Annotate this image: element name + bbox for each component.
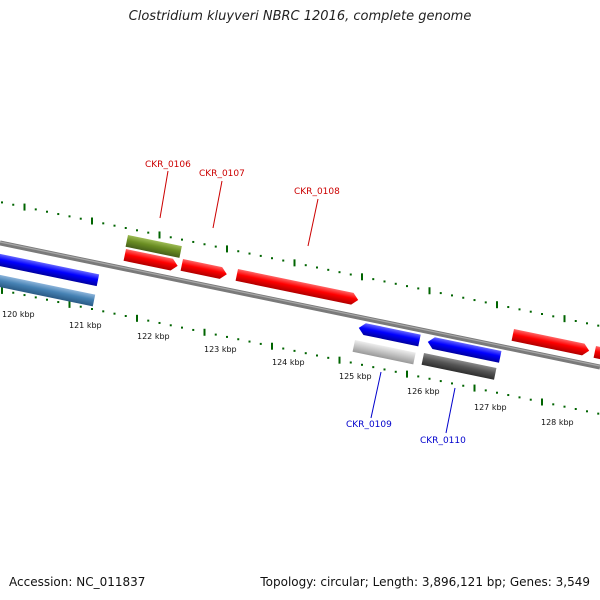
lower-tick-track: [1, 286, 600, 415]
gene-ckr-0110[interactable]: [421, 353, 497, 380]
gene-ckr-0109[interactable]: [352, 340, 416, 365]
tick-label: 123 kbp: [204, 345, 237, 354]
gene-ckr-0110-blue[interactable]: [427, 336, 502, 363]
feature-steelblue-left[interactable]: [0, 273, 96, 307]
tick-label: 128 kbp: [541, 418, 574, 427]
gene-ckr-0109-blue[interactable]: [358, 322, 421, 347]
gene-label-ckr-0108: CKR_0108: [294, 187, 340, 197]
genome-summary-text: Topology: circular; Length: 3,896,121 bp…: [260, 575, 590, 589]
feature-blue-left[interactable]: [0, 252, 100, 287]
feature-olive[interactable]: [125, 235, 182, 258]
gene-ckr-0108[interactable]: [235, 269, 360, 306]
gene-label-ckr-0107: CKR_0107: [199, 169, 245, 179]
accession-text: Accession: NC_011837: [9, 575, 146, 589]
gene-label-ckr-0109: CKR_0109: [346, 420, 392, 430]
tick-label: 122 kbp: [137, 332, 170, 341]
gene-ckr-0106[interactable]: [123, 249, 179, 272]
gene-label-ckr-0110: CKR_0110: [420, 436, 466, 446]
leader-ckr-0106: [159, 170, 169, 219]
tick-label: 125 kbp: [339, 372, 372, 381]
genome-backbone-highlight: [0, 241, 600, 367]
tick-label: 120 kbp: [2, 310, 35, 319]
gene-label-ckr-0106: CKR_0106: [145, 160, 191, 170]
map-title: Clostridium kluyveri NBRC 12016, complet…: [128, 9, 472, 24]
tick-label: 121 kbp: [69, 321, 102, 330]
genome-backbone: [0, 240, 600, 370]
tick-label: 127 kbp: [474, 403, 507, 412]
tick-label: 126 kbp: [407, 387, 440, 396]
leader-ckr-0107: [212, 180, 223, 229]
feature-red-right[interactable]: [511, 329, 591, 357]
tick-label: 124 kbp: [272, 358, 305, 367]
leader-ckr-0108: [307, 198, 319, 247]
upper-tick-track: [1, 201, 600, 327]
gene-ckr-0107[interactable]: [180, 259, 228, 280]
feature-red-edge[interactable]: [593, 346, 600, 361]
leader-ckr-0110: [445, 387, 456, 434]
leader-ckr-0109: [370, 371, 382, 419]
